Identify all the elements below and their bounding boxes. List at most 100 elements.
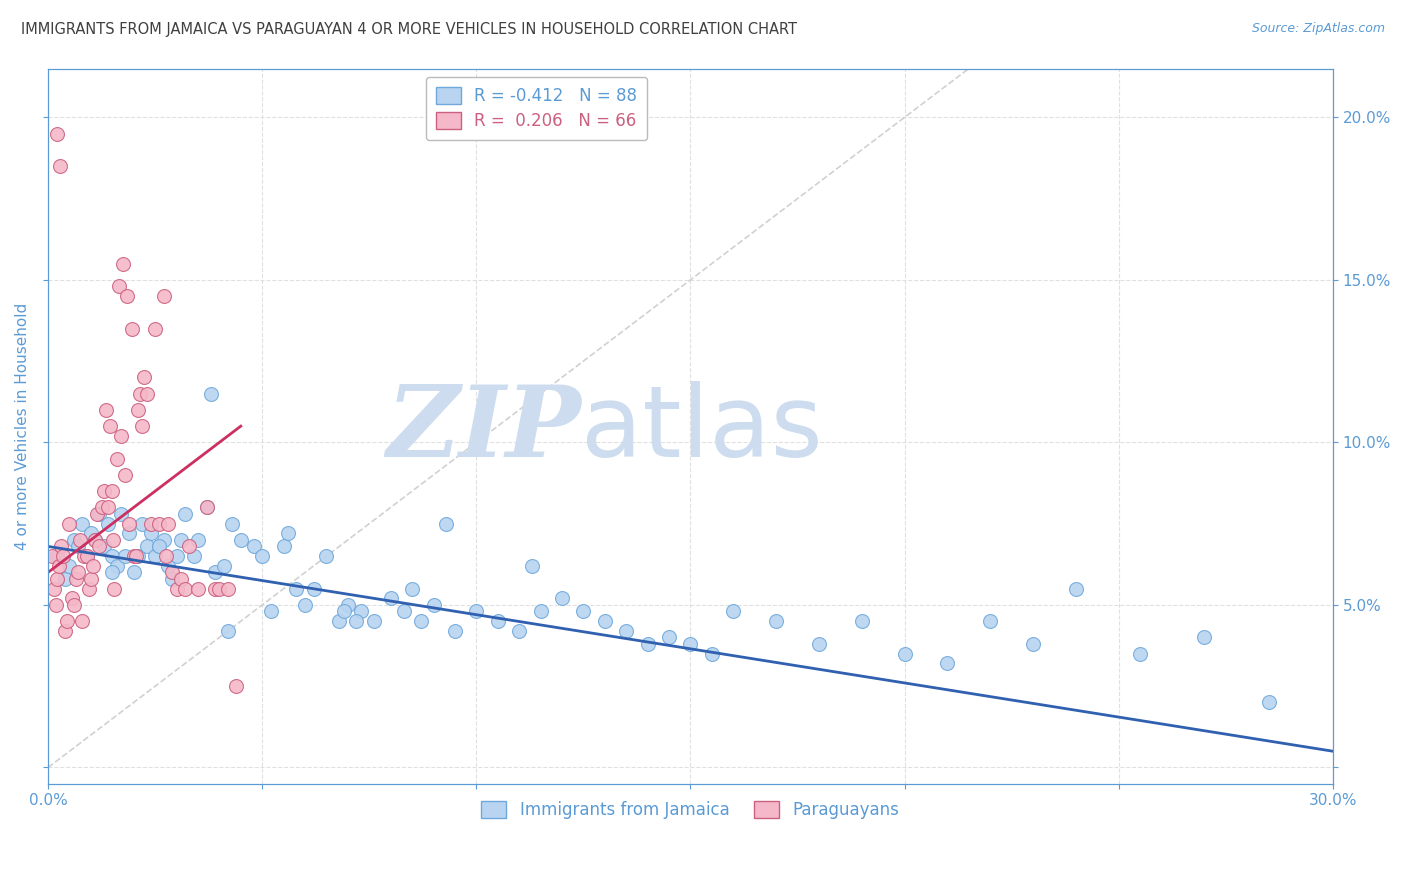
Point	[125, 549, 148, 564]
Point	[58, 516, 80, 531]
Point	[893, 647, 915, 661]
Point	[217, 624, 239, 638]
Point	[1194, 631, 1216, 645]
Point	[200, 386, 222, 401]
Point	[221, 516, 243, 531]
Point	[529, 604, 551, 618]
Point	[679, 637, 702, 651]
Point	[127, 549, 149, 564]
Point	[302, 582, 325, 596]
Point	[45, 572, 67, 586]
Point	[122, 566, 145, 580]
Point	[658, 631, 681, 645]
Point	[174, 582, 197, 596]
Point	[90, 500, 112, 515]
Point	[110, 507, 132, 521]
Point	[72, 614, 94, 628]
Point	[53, 624, 76, 638]
Point	[60, 591, 83, 606]
Point	[114, 467, 136, 482]
Point	[486, 614, 509, 628]
Point	[1064, 582, 1087, 596]
Point	[121, 321, 143, 335]
Point	[315, 549, 337, 564]
Point	[101, 566, 124, 580]
Point	[84, 533, 107, 547]
Point	[97, 516, 120, 531]
Point	[143, 321, 166, 335]
Point	[41, 549, 63, 564]
Point	[409, 614, 432, 628]
Point	[979, 614, 1001, 628]
Point	[183, 549, 205, 564]
Point	[162, 566, 184, 580]
Point	[285, 582, 308, 596]
Point	[134, 370, 156, 384]
Point	[350, 604, 373, 618]
Point	[551, 591, 574, 606]
Point	[156, 516, 179, 531]
Point	[444, 624, 467, 638]
Point	[363, 614, 385, 628]
Point	[700, 647, 723, 661]
Point	[65, 572, 87, 586]
Point	[162, 572, 184, 586]
Point	[135, 540, 157, 554]
Point	[84, 533, 107, 547]
Text: Source: ZipAtlas.com: Source: ZipAtlas.com	[1251, 22, 1385, 36]
Point	[273, 540, 295, 554]
Point	[80, 572, 103, 586]
Point	[1257, 696, 1279, 710]
Point	[851, 614, 873, 628]
Point	[217, 582, 239, 596]
Point	[344, 614, 367, 628]
Point	[229, 533, 252, 547]
Point	[80, 526, 103, 541]
Point	[277, 526, 299, 541]
Point	[105, 558, 128, 573]
Point	[48, 558, 70, 573]
Point	[93, 484, 115, 499]
Point	[392, 604, 415, 618]
Point	[148, 516, 170, 531]
Point	[204, 566, 226, 580]
Point	[107, 279, 129, 293]
Point	[118, 516, 141, 531]
Point	[328, 614, 350, 628]
Point	[152, 289, 174, 303]
Point	[56, 614, 79, 628]
Point	[807, 637, 830, 651]
Point	[105, 451, 128, 466]
Point	[77, 582, 100, 596]
Point	[46, 127, 69, 141]
Point	[127, 402, 149, 417]
Point	[67, 566, 90, 580]
Point	[131, 419, 153, 434]
Point	[76, 549, 98, 564]
Point	[572, 604, 595, 618]
Point	[122, 549, 145, 564]
Point	[131, 516, 153, 531]
Point	[187, 533, 209, 547]
Point	[422, 598, 444, 612]
Point	[44, 582, 66, 596]
Point	[101, 484, 124, 499]
Point	[73, 549, 96, 564]
Point	[294, 598, 316, 612]
Point	[195, 500, 218, 515]
Point	[76, 549, 98, 564]
Point	[401, 582, 423, 596]
Point	[242, 540, 264, 554]
Point	[637, 637, 659, 651]
Point	[139, 516, 162, 531]
Point	[53, 572, 76, 586]
Point	[380, 591, 402, 606]
Point	[139, 526, 162, 541]
Point	[58, 558, 80, 573]
Point	[45, 549, 67, 564]
Point	[204, 582, 226, 596]
Point	[82, 558, 104, 573]
Point	[614, 624, 637, 638]
Point	[250, 549, 273, 564]
Point	[69, 533, 91, 547]
